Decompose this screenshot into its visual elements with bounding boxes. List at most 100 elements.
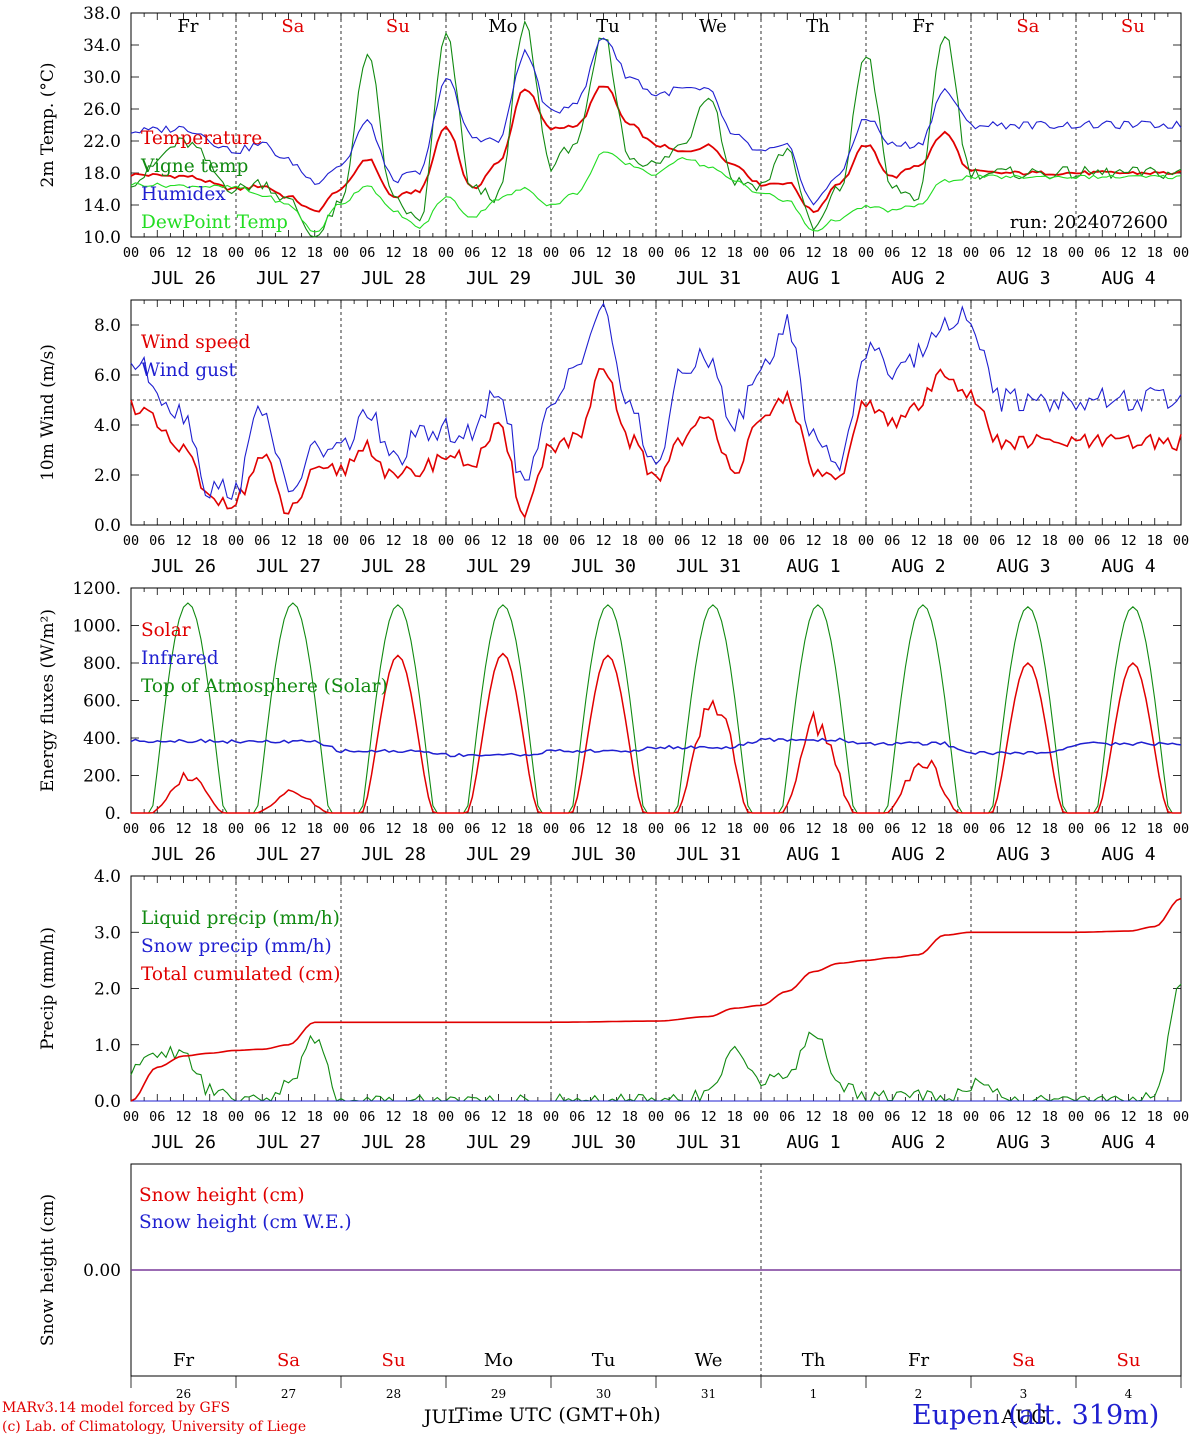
- date-label: JUL 26: [151, 268, 216, 289]
- hour-tick-label: 18: [202, 821, 218, 837]
- hour-tick-label: 12: [595, 1109, 611, 1125]
- y-tick-label: 1.0: [94, 1036, 121, 1056]
- series-line: [130, 151, 1182, 233]
- hour-tick-label: 06: [884, 821, 900, 837]
- hour-tick-label: 18: [622, 245, 638, 261]
- hour-tick-label: 18: [937, 533, 953, 549]
- weekday-label: Sa: [281, 16, 304, 37]
- weekday-label: Mo: [484, 1350, 513, 1371]
- legend-entry: Infrared: [141, 648, 219, 669]
- weekday-label: Su: [382, 1350, 406, 1371]
- hour-tick-label: 00: [648, 533, 664, 549]
- y-tick-label: 14.0: [83, 196, 121, 216]
- date-label: AUG 1: [786, 844, 840, 865]
- date-label: JUL 28: [361, 844, 426, 865]
- weekday-label: Mo: [488, 16, 517, 37]
- hour-tick-label: 12: [910, 245, 926, 261]
- hour-tick-label: 00: [753, 1109, 769, 1125]
- weekday-label: Th: [806, 16, 830, 37]
- date-label: AUG 4: [1101, 844, 1155, 865]
- series-line: [130, 737, 1182, 758]
- hour-tick-label: 06: [359, 245, 375, 261]
- month-label-left: JUL: [422, 1406, 461, 1428]
- hour-tick-label: 12: [805, 245, 821, 261]
- hour-tick-label: 18: [517, 1109, 533, 1125]
- hour-tick-label: 06: [989, 533, 1005, 549]
- hour-tick-label: 12: [1120, 245, 1136, 261]
- date-label: JUL 29: [466, 556, 531, 577]
- hour-tick-label: 18: [622, 533, 638, 549]
- panel-frame-0: [130, 12, 1182, 238]
- hour-tick-label: 00: [1068, 533, 1084, 549]
- hour-tick-label: 12: [175, 821, 191, 837]
- date-label: JUL 28: [361, 268, 426, 289]
- hour-tick-label: 12: [910, 821, 926, 837]
- hour-tick-label: 06: [569, 1109, 585, 1125]
- date-label: AUG 3: [996, 268, 1050, 289]
- hour-tick-label: 12: [490, 1109, 506, 1125]
- hour-tick-label: 12: [700, 1109, 716, 1125]
- hour-tick-label: 12: [1120, 1109, 1136, 1125]
- hour-tick-label: 12: [385, 533, 401, 549]
- y-tick-label: 6.0: [94, 366, 121, 386]
- hour-tick-label: 00: [438, 245, 454, 261]
- station-name: Eupen (alt. 319m): [912, 1400, 1160, 1431]
- hour-tick-label: 06: [779, 1109, 795, 1125]
- hour-tick-label: 18: [307, 533, 323, 549]
- date-label: AUG 2: [891, 556, 945, 577]
- day-number-label: 26: [176, 1387, 191, 1401]
- hour-tick-label: 12: [805, 821, 821, 837]
- hour-tick-label: 12: [280, 821, 296, 837]
- hour-tick-label: 12: [1015, 1109, 1031, 1125]
- y-axis-title: Energy fluxes (W/m²): [38, 609, 58, 792]
- date-label: AUG 3: [996, 556, 1050, 577]
- y-tick-label: 0.0: [94, 516, 121, 536]
- y-tick-label: 3.0: [94, 923, 121, 943]
- series-line: [130, 37, 1182, 206]
- y-tick-label: 30.0: [83, 68, 121, 88]
- date-label: AUG 1: [786, 1132, 840, 1153]
- hour-tick-label: 00: [123, 245, 139, 261]
- hour-tick-label: 06: [254, 821, 270, 837]
- hour-tick-label: 06: [149, 1109, 165, 1125]
- hour-tick-label: 06: [464, 821, 480, 837]
- hour-tick-label: 06: [254, 245, 270, 261]
- hour-tick-label: 00: [228, 821, 244, 837]
- weekday-label: Tu: [596, 16, 620, 37]
- legend-entry: Temperature: [141, 128, 262, 149]
- date-label: JUL 27: [256, 844, 321, 865]
- hour-tick-label: 18: [727, 245, 743, 261]
- hour-tick-label: 12: [385, 821, 401, 837]
- date-label: JUL 30: [571, 268, 636, 289]
- y-tick-label: 0.00: [83, 1261, 121, 1281]
- hour-tick-label: 18: [1147, 245, 1163, 261]
- hour-tick-label: 18: [622, 1109, 638, 1125]
- hour-tick-label: 18: [832, 533, 848, 549]
- hour-tick-label: 00: [1068, 821, 1084, 837]
- date-label: AUG 2: [891, 268, 945, 289]
- series-line: [130, 983, 1182, 1103]
- date-label: JUL 30: [571, 556, 636, 577]
- hour-tick-label: 06: [1094, 1109, 1110, 1125]
- y-tick-label: 34.0: [83, 36, 121, 56]
- date-label: JUL 31: [676, 1132, 741, 1153]
- hour-tick-label: 00: [963, 1109, 979, 1125]
- x-axis-title: Time UTC (GMT+0h): [455, 1404, 661, 1426]
- hour-tick-label: 12: [1015, 245, 1031, 261]
- hour-tick-label: 00: [438, 533, 454, 549]
- weekday-label: We: [699, 16, 727, 37]
- day-number-label: 1: [810, 1387, 818, 1401]
- hour-tick-label: 18: [1042, 1109, 1058, 1125]
- hour-tick-label: 06: [884, 245, 900, 261]
- y-tick-label: 22.0: [83, 132, 121, 152]
- hour-tick-label: 06: [674, 1109, 690, 1125]
- hour-tick-label: 06: [1094, 821, 1110, 837]
- weekday-label: Sa: [1012, 1350, 1035, 1371]
- hour-tick-label: 06: [1094, 533, 1110, 549]
- hour-tick-label: 06: [1094, 245, 1110, 261]
- hour-tick-label: 12: [595, 245, 611, 261]
- hour-tick-label: 06: [779, 533, 795, 549]
- hour-tick-label: 00: [858, 245, 874, 261]
- footer-lab-credit: (c) Lab. of Climatology, University of L…: [2, 1419, 307, 1435]
- legend-entry: Liquid precip (mm/h): [141, 908, 340, 929]
